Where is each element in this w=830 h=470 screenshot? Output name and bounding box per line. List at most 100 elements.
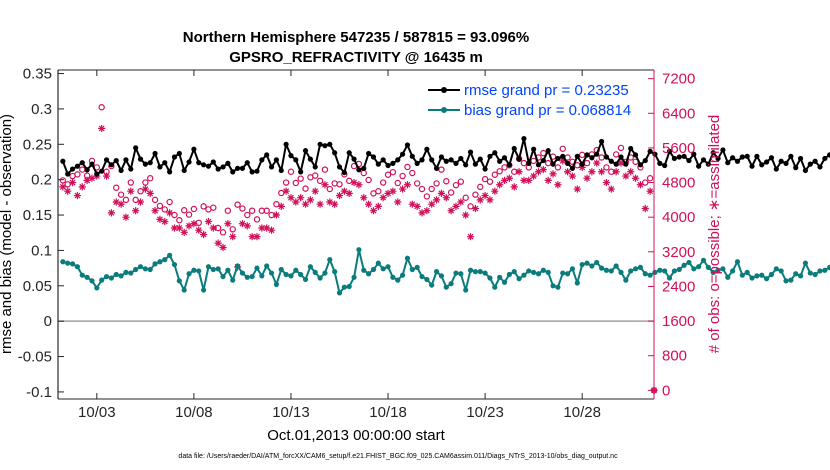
obs-assimilated-point	[277, 202, 285, 210]
obs-possible-point	[127, 179, 135, 186]
series-bias-point	[705, 264, 711, 270]
series-bias-point	[312, 269, 318, 275]
obs-possible-point	[321, 166, 329, 173]
series-bias-point	[589, 263, 595, 269]
series-rmse-point	[802, 167, 809, 174]
obs-assimilated-point	[612, 168, 620, 176]
series-rmse-point	[361, 165, 367, 171]
y-left-axis-ticks: -0.1 -0.05 0 0.05 0.1 0.15 0.2 0.25 0.3 0.35	[18, 66, 64, 401]
series-bias-point	[812, 271, 818, 278]
series-rmse-point	[565, 160, 571, 166]
series-bias-point	[254, 265, 260, 271]
series-rmse-point	[74, 163, 81, 169]
obs-assimilated-point	[122, 213, 130, 221]
series-rmse-point	[637, 162, 644, 168]
obs-assimilated-point	[530, 172, 538, 180]
obs-possible-point	[418, 185, 426, 193]
series-rmse-point	[535, 162, 542, 168]
series-rmse-point	[506, 162, 512, 168]
obs-assimilated-point	[365, 200, 373, 208]
obs-assimilated-point	[175, 224, 183, 232]
series-bias-point	[773, 266, 779, 272]
obs-assimilated-point	[369, 207, 378, 215]
series-rmse-point	[472, 161, 478, 167]
series-rmse-point	[623, 161, 629, 167]
series-bias-point	[632, 266, 639, 272]
obs-possible-point	[229, 226, 236, 233]
series-rmse-point	[540, 157, 546, 164]
obs-possible-point	[496, 168, 503, 175]
y-right-tick-label: 3200	[662, 244, 695, 261]
series-bias-point	[404, 255, 411, 261]
series-bias-point	[584, 260, 590, 266]
obs-assimilated-point	[559, 157, 567, 165]
obs-possible-point	[559, 145, 566, 152]
series-rmse-point	[147, 160, 153, 166]
series-rmse-point	[201, 162, 207, 168]
series-rmse-point	[618, 154, 624, 160]
obs-assimilated-point	[564, 168, 572, 176]
series-bias-point	[763, 276, 770, 282]
obs-assimilated-point	[263, 224, 271, 232]
series-bias-point	[133, 266, 139, 273]
obs-possible-point	[646, 175, 654, 182]
series-rmse-point	[69, 166, 76, 172]
series-bias-point	[666, 275, 673, 281]
series-rmse-line	[61, 137, 830, 175]
obs-possible-point	[151, 196, 159, 204]
obs-assimilated-point	[636, 181, 645, 189]
series-bias-point	[681, 262, 687, 268]
series-bias-point	[802, 260, 809, 266]
obs-assimilated-point	[68, 178, 77, 187]
obs-assimilated-point	[73, 191, 82, 200]
plot-background	[58, 70, 654, 399]
series-rmse-point	[715, 155, 721, 162]
series-rmse-point	[720, 147, 726, 153]
series-rmse-point	[162, 160, 168, 166]
obs-possible-point	[113, 184, 120, 191]
obs-assimilated-point	[374, 202, 382, 210]
series-rmse-point	[341, 169, 347, 176]
series-bias-point	[288, 273, 294, 279]
series-rmse-point	[589, 155, 595, 161]
series-bias-point	[637, 264, 644, 270]
series-bias-point	[186, 271, 192, 277]
obs-assimilated-point	[253, 233, 261, 241]
series-bias-point	[754, 273, 760, 279]
series-bias-point	[487, 275, 493, 281]
series-rmse-point	[579, 161, 585, 167]
series-bias-point	[196, 268, 202, 274]
series-rmse-point	[424, 146, 430, 152]
series-bias-point	[555, 284, 561, 290]
obs-assimilated-point	[510, 183, 518, 191]
series-rmse-point	[414, 160, 420, 166]
obs-possible-point	[195, 219, 202, 227]
series-rmse-point	[171, 154, 178, 160]
y-left-tick-label: 0.25	[23, 136, 52, 153]
series-rmse-point	[569, 165, 576, 171]
obs-possible-point	[477, 183, 484, 191]
series-bias-point	[351, 274, 357, 280]
x-tick-label: 10/18	[369, 404, 407, 421]
series-bias-point	[278, 266, 284, 273]
obs-assimilated-point	[209, 224, 217, 232]
series-bias-point	[453, 270, 459, 276]
series-rmse-point	[734, 158, 741, 164]
series-bias-point	[361, 267, 367, 273]
obs-assimilated-point	[496, 181, 504, 189]
series-bias-point	[472, 269, 478, 275]
obs-assimilated-point	[166, 209, 174, 217]
obs-assimilated-point	[408, 200, 416, 208]
series-rmse-point	[793, 165, 799, 171]
obs-possible-point	[287, 168, 295, 175]
series-bias-point	[759, 272, 765, 278]
obs-assimilated-point	[287, 194, 295, 202]
obs-assimilated-point	[394, 198, 402, 206]
series-bias-point	[807, 270, 813, 276]
series-bias-point	[531, 269, 537, 275]
obs-possible-point	[200, 203, 207, 210]
obs-assimilated-point	[403, 181, 412, 189]
obs-assimilated-point	[326, 198, 334, 206]
series-bias-point	[302, 276, 309, 283]
obs-assimilated-point	[476, 196, 484, 204]
